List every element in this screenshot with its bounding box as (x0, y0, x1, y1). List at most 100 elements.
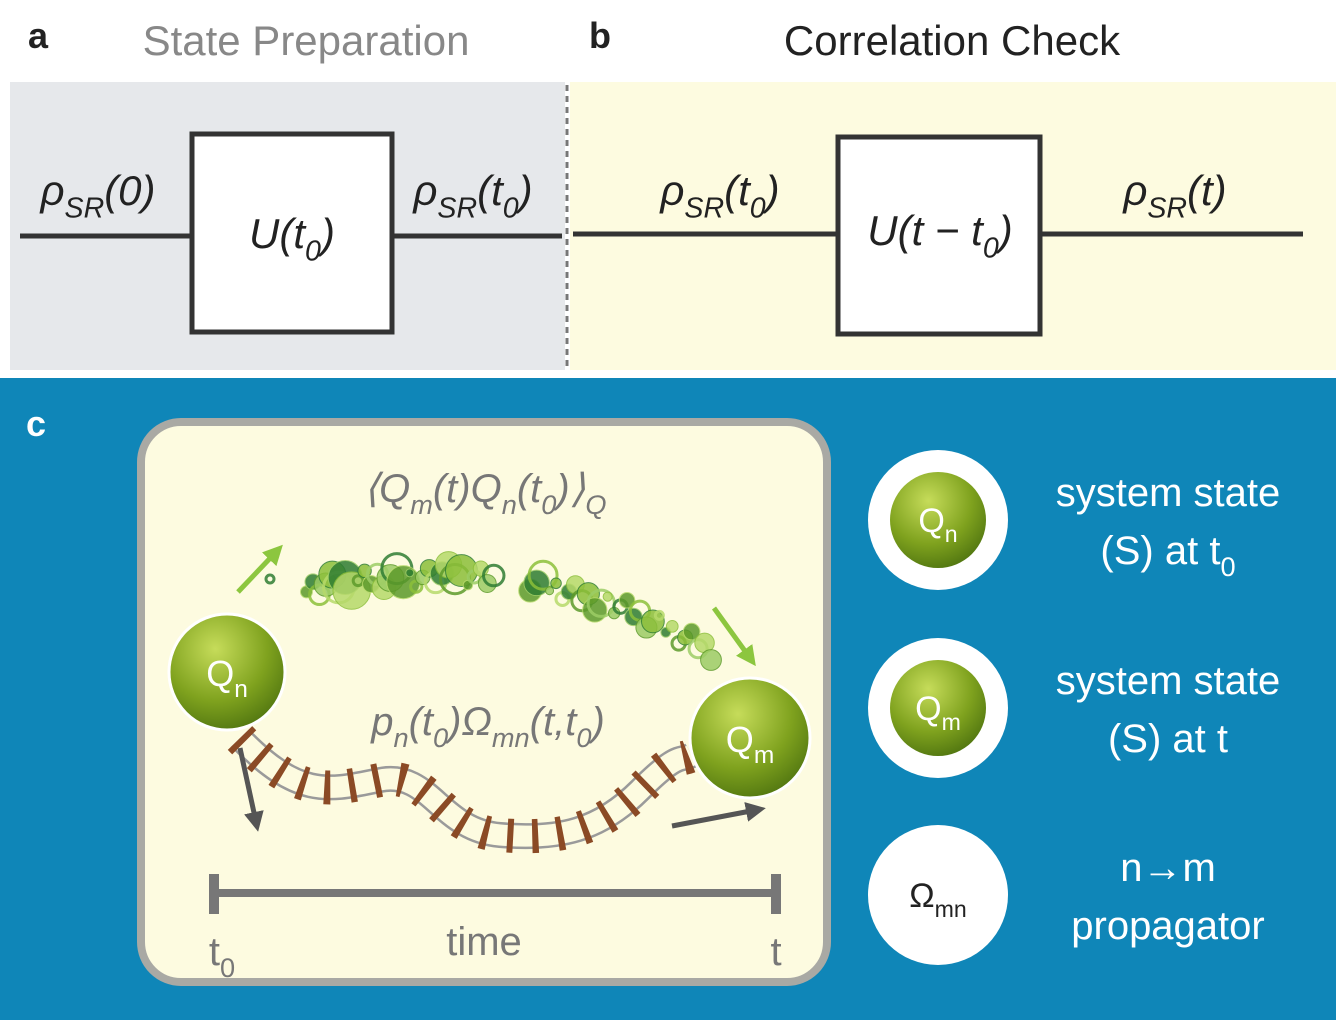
end-node (688, 676, 812, 800)
legend-text: n→m (1120, 846, 1216, 890)
subscript: n (945, 521, 958, 547)
circuit (20, 131, 1303, 337)
time-label: time (446, 920, 522, 964)
text-run: (t (724, 167, 752, 214)
input-state: ρSR(t0) (658, 167, 779, 225)
legend-text: (S) at t (1108, 717, 1228, 761)
text-run: ) (316, 210, 335, 257)
text-run: (S) at t (1100, 529, 1220, 573)
subscript: SR (437, 193, 477, 225)
subscript: SR (1147, 193, 1187, 225)
correlation-formula: ⟨Qm(t)Qn(t0)⟩Q (363, 467, 606, 520)
subscript: 0 (750, 193, 766, 225)
panel-label: a (28, 15, 49, 56)
legend-symbol: Ωmn (909, 877, 967, 922)
subscript: 0 (576, 722, 591, 753)
text-run: )Ω (444, 700, 492, 744)
panel-label: b (589, 15, 611, 56)
text-run: (0) (104, 167, 155, 214)
time-start: t0 (209, 930, 235, 983)
panel-title: State Preparation (143, 17, 470, 64)
legend-text: system state (1056, 471, 1281, 515)
text-run: p (370, 700, 393, 744)
legend-text: propagator (1071, 904, 1264, 948)
node-label: Qm (726, 719, 774, 769)
subscript: 0 (541, 489, 556, 520)
output-state: ρSR(t) (1121, 167, 1226, 225)
bubble (700, 649, 722, 671)
bubble (602, 591, 613, 602)
subscript: 0 (983, 233, 999, 265)
bubble (618, 592, 636, 609)
subscript: m (942, 709, 961, 735)
subscript: Q (585, 489, 606, 520)
output-state: ρSR(t0) (411, 167, 532, 225)
gate-label: U(t − t0) (867, 207, 1012, 265)
subscript: mn (935, 896, 967, 922)
bubble (641, 609, 665, 634)
text-run: ) (587, 700, 604, 744)
track (227, 726, 701, 854)
propagation-formula: pn(t0)Ωmn(t,t0) (370, 700, 605, 753)
legend-symbol: Qn (918, 502, 957, 547)
text-run: Q (918, 502, 944, 540)
bubble (682, 622, 701, 641)
text-run: Ω (909, 877, 934, 915)
legend-symbol: Qm (915, 690, 961, 735)
text-run: ρ (1121, 167, 1147, 214)
text-run: Q (915, 690, 941, 728)
text-run: Q (726, 719, 754, 760)
text-run: (t,t (530, 700, 579, 744)
text-run: )⟩ (552, 467, 585, 511)
node-label: Qn (206, 653, 248, 703)
subscript: 0 (503, 193, 519, 225)
text-run: ⟨Q (363, 467, 410, 511)
subscript: 0 (220, 952, 235, 983)
subscript: 0 (433, 722, 448, 753)
subscript: 0 (305, 236, 321, 268)
bubble (527, 559, 559, 591)
text-run: U(t (249, 210, 307, 257)
text-run: Q (206, 653, 234, 694)
bubble (665, 619, 679, 633)
text-run: ) (514, 167, 533, 214)
text-run: t (209, 930, 220, 974)
text-run: ρ (411, 167, 437, 214)
subscript: n (234, 676, 248, 703)
bubbles (264, 551, 722, 671)
scene-box (137, 418, 831, 986)
text-run: (t (409, 700, 435, 744)
text-run: ρ (658, 167, 684, 214)
start-node (167, 612, 287, 732)
text-run: U(t − t (867, 207, 985, 254)
bubble (405, 568, 415, 578)
bubble (264, 573, 276, 585)
subscript: m (754, 742, 774, 769)
legend-icons (868, 450, 1008, 965)
text-run: (t)Q (433, 467, 502, 511)
subscript: m (410, 489, 433, 520)
subscript: 0 (1220, 551, 1235, 582)
subscript: n (393, 722, 408, 753)
subscript: n (502, 489, 517, 520)
bubble (653, 609, 665, 621)
bubble (481, 563, 506, 588)
bubble (545, 586, 555, 596)
bubble (582, 597, 608, 623)
time-axis (209, 874, 781, 914)
subscript: SR (65, 193, 105, 225)
text-run: (t) (1187, 167, 1227, 214)
legend-text: (S) at t0 (1100, 529, 1235, 582)
legend-text: system state (1056, 659, 1281, 703)
subscript: SR (684, 193, 724, 225)
subscript: mn (492, 722, 530, 753)
panel-label: c (26, 403, 46, 444)
text-run: (t (517, 467, 543, 511)
arrows (236, 544, 766, 832)
text-run: ) (994, 207, 1013, 254)
input-state: ρSR(0) (38, 167, 155, 225)
panel-title: Correlation Check (784, 17, 1121, 64)
bubble (550, 577, 562, 590)
text-run: (t (477, 167, 505, 214)
